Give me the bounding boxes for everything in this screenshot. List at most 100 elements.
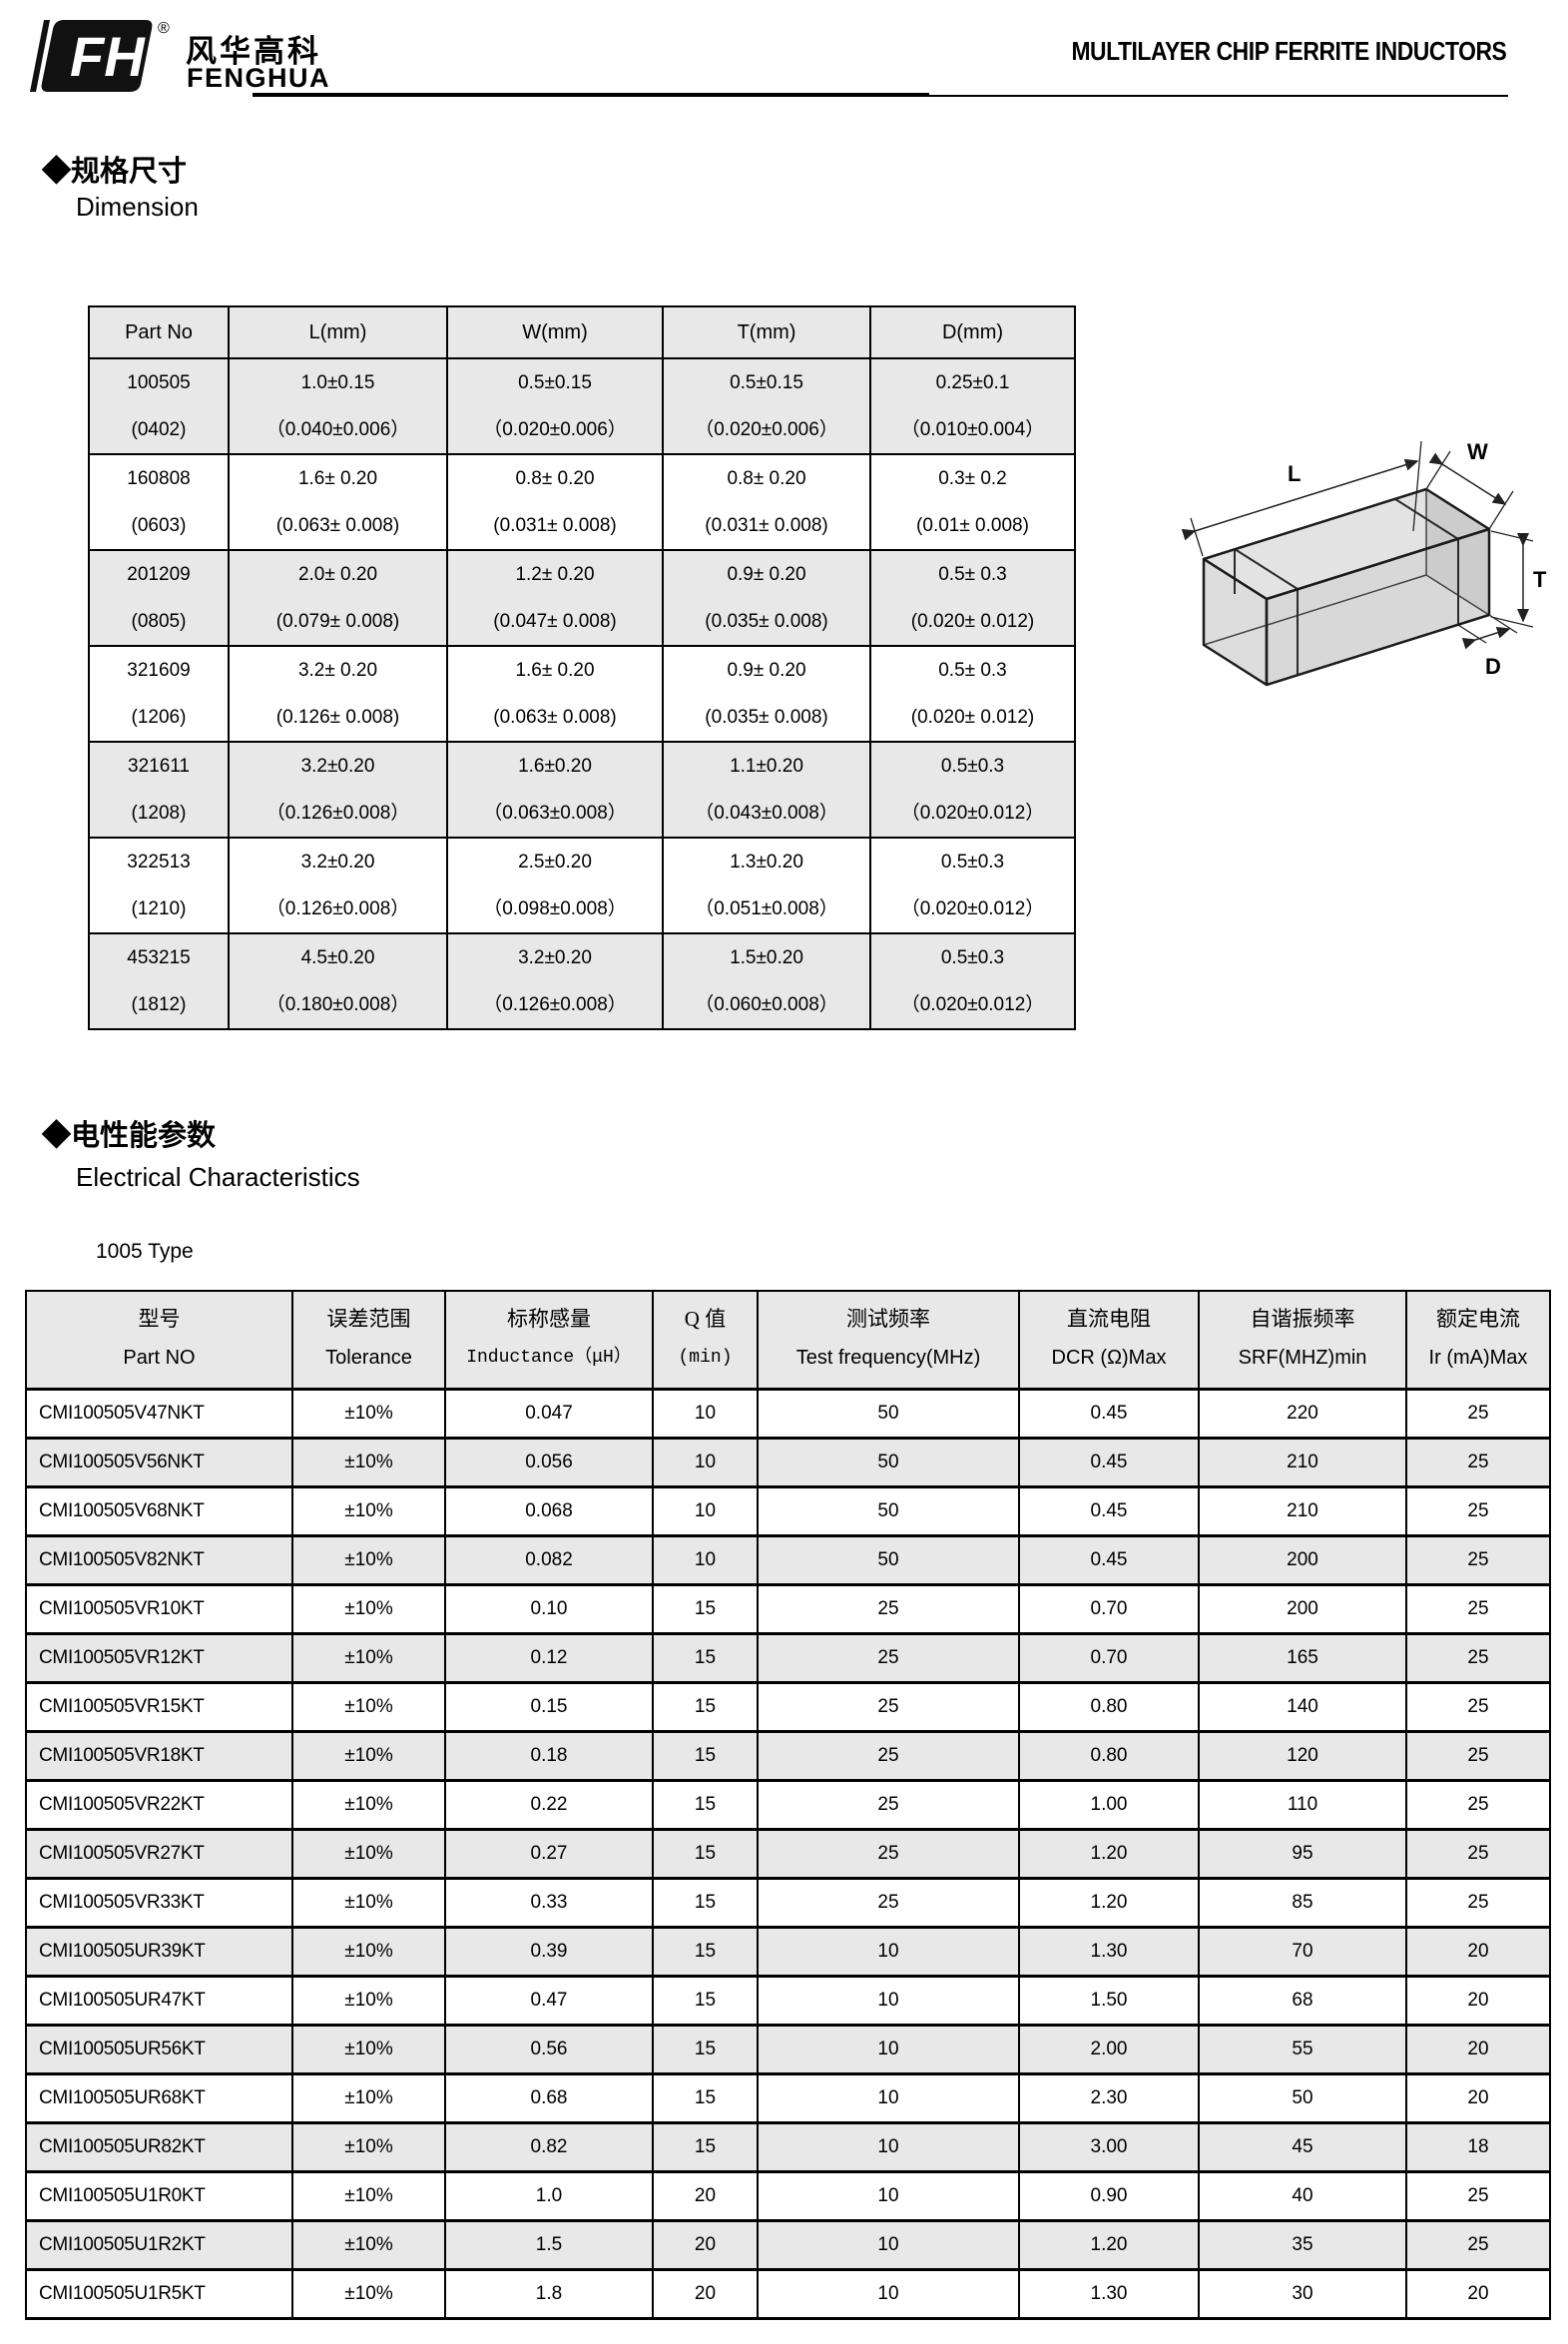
electrical-value-cell: 50 <box>757 1388 1020 1440</box>
dimension-mm-value: 0.25±0.1 <box>935 372 1010 393</box>
electrical-value-cell: 0.68 <box>444 2072 654 2124</box>
dimension-mm-value: 3.2±0.20 <box>518 947 592 968</box>
electrical-value-cell: 0.056 <box>444 1437 654 1488</box>
electrical-value-cell: 10 <box>757 2170 1020 2222</box>
electrical-value-cell: 0.33 <box>444 1877 654 1929</box>
size-code-value: (0805) <box>131 611 187 632</box>
electrical-value-cell: 25 <box>1405 1583 1551 1635</box>
electrical-value-cell: 15 <box>652 1975 759 2027</box>
dimension-inch-value: (0.020± 0.012) <box>910 611 1035 632</box>
electrical-value-cell: 1.20 <box>1018 1877 1200 1929</box>
dimension-heading-en: Dimension <box>76 192 199 222</box>
dimension-row-322513: 322513 (1210) 3.2±0.20 （0.126±0.008） 2.5±0.2… <box>88 837 1076 934</box>
electrical-row-CMI100505UR39KT: CMI100505UR39KT ±10% 0.39 15 10 1.30 70 20 <box>25 1926 1551 1978</box>
electrical-value-cell: 210 <box>1198 1437 1407 1488</box>
electrical-value-cell: 0.80 <box>1018 1681 1200 1733</box>
electrical-value-cell: 2.00 <box>1018 2024 1200 2075</box>
electrical-value-cell: 25 <box>1405 1632 1551 1684</box>
electrical-row-CMI100505VR10KT: CMI100505VR10KT ±10% 0.10 15 25 0.70 200 25 <box>25 1583 1551 1635</box>
electrical-value-cell: ±10% <box>291 2170 446 2222</box>
dimension-mm-value: 1.3±0.20 <box>730 852 803 873</box>
dimension-mm-value: 0.5±0.3 <box>940 852 1005 873</box>
electrical-col-header-5: 直流电阻 DCR (Ω)Max <box>1018 1290 1200 1391</box>
part-number-cell: CMI100505V68NKT <box>25 1485 293 1537</box>
part-number-cell: CMI100505VR10KT <box>25 1583 293 1635</box>
electrical-row-CMI100505V68NKT: CMI100505V68NKT ±10% 0.068 10 50 0.45 210 25 <box>25 1485 1551 1537</box>
dimension-col-header-0: Part No <box>88 305 230 359</box>
dimension-cell: 1.6± 0.20 (0.063± 0.008) <box>228 453 448 551</box>
electrical-row-CMI100505UR56KT: CMI100505UR56KT ±10% 0.56 15 10 2.00 55 20 <box>25 2024 1551 2075</box>
dimension-mm-value: 1.5±0.20 <box>730 947 803 968</box>
dimension-cell: 0.8± 0.20 (0.031± 0.008) <box>446 453 664 551</box>
part-number-cell: CMI100505VR27KT <box>25 1828 293 1880</box>
col-header-en: DCR (Ω)Max <box>1051 1347 1167 1369</box>
part-number-cell: CMI100505VR33KT <box>25 1877 293 1929</box>
electrical-value-cell: ±10% <box>291 2121 446 2173</box>
brand-name-chinese: 风华高科 <box>186 34 321 69</box>
electrical-value-cell: 25 <box>1405 1485 1551 1537</box>
type-label: 1005 Type <box>96 1240 194 1263</box>
electrical-table-body: CMI100505V47NKT ±10% 0.047 10 50 0.45 220 25 CMI… <box>25 1388 1551 2320</box>
electrical-col-header-1: 误差范围 Tolerance <box>291 1290 446 1391</box>
electrical-value-cell: 200 <box>1198 1534 1407 1586</box>
electrical-value-cell: ±10% <box>291 1485 446 1537</box>
dimension-part-no: 100505 (0402) <box>88 357 230 455</box>
part-number-cell: CMI100505U1R0KT <box>25 2170 293 2222</box>
electrical-row-CMI100505U1R2KT: CMI100505U1R2KT ±10% 1.5 20 10 1.20 35 25 <box>25 2219 1551 2271</box>
dimension-inch-value: （0.040±0.006） <box>265 419 410 440</box>
dimension-mm-value: 0.8± 0.20 <box>727 468 806 489</box>
electrical-value-cell: 25 <box>1405 1730 1551 1782</box>
part-no-value: 100505 <box>127 372 191 393</box>
electrical-value-cell: ±10% <box>291 1632 446 1684</box>
electrical-value-cell: 95 <box>1198 1828 1407 1880</box>
part-no-value: 322513 <box>127 852 191 873</box>
electrical-value-cell: 10 <box>757 2121 1020 2173</box>
dimension-mm-value: 1.0±0.15 <box>300 372 375 393</box>
electrical-col-header-0: 型号 Part NO <box>25 1290 293 1391</box>
electrical-value-cell: 10 <box>652 1437 759 1488</box>
part-number-cell: CMI100505VR18KT <box>25 1730 293 1782</box>
electrical-value-cell: 0.27 <box>444 1828 654 1880</box>
electrical-col-header-6: 自谐振频率 SRF(MHZ)min <box>1198 1290 1407 1391</box>
dimension-part-no: 160808 (0603) <box>88 453 230 551</box>
electrical-value-cell: 1.5 <box>444 2219 654 2271</box>
electrical-value-cell: 10 <box>757 2219 1020 2271</box>
electrical-value-cell: 15 <box>652 1681 759 1733</box>
electrical-value-cell: 25 <box>1405 2219 1551 2271</box>
dimension-inch-value: （0.126±0.008） <box>265 898 410 919</box>
electrical-value-cell: 25 <box>1405 1779 1551 1831</box>
electrical-value-cell: 1.50 <box>1018 1975 1200 2027</box>
dimension-mm-value: 1.1±0.20 <box>730 756 803 777</box>
electrical-value-cell: ±10% <box>291 1388 446 1440</box>
dimension-inch-value: (0.020± 0.012) <box>910 707 1035 728</box>
dimension-mm-value: 0.5±0.15 <box>730 372 803 393</box>
electrical-value-cell: 40 <box>1198 2170 1407 2222</box>
electrical-value-cell: 50 <box>757 1485 1020 1537</box>
electrical-value-cell: 0.45 <box>1018 1534 1200 1586</box>
dimension-row-160808: 160808 (0603) 1.6± 0.20 (0.063± 0.008) 0.8± … <box>88 453 1076 551</box>
electrical-value-cell: 25 <box>757 1583 1020 1635</box>
dimension-cell: 1.2± 0.20 (0.047± 0.008) <box>446 549 664 647</box>
dimension-col-header-3: T(mm) <box>662 305 871 359</box>
electrical-value-cell: 15 <box>652 1583 759 1635</box>
part-number-cell: CMI100505VR22KT <box>25 1779 293 1831</box>
electrical-value-cell: 0.70 <box>1018 1583 1200 1635</box>
electrical-value-cell: 15 <box>652 2072 759 2124</box>
electrical-value-cell: ±10% <box>291 1926 446 1978</box>
electrical-value-cell: 15 <box>652 1779 759 1831</box>
electrical-value-cell: 18 <box>1405 2121 1551 2173</box>
electrical-value-cell: 0.70 <box>1018 1632 1200 1684</box>
electrical-value-cell: 15 <box>652 2024 759 2075</box>
electrical-value-cell: 15 <box>652 2121 759 2173</box>
part-number-cell: CMI100505U1R5KT <box>25 2268 293 2320</box>
electrical-value-cell: 140 <box>1198 1681 1407 1733</box>
header-rule-thin <box>929 95 1508 97</box>
electrical-value-cell: 1.00 <box>1018 1779 1200 1831</box>
electrical-value-cell: 55 <box>1198 2024 1407 2075</box>
dimension-cell: 4.5±0.20 （0.180±0.008） <box>228 932 448 1030</box>
electrical-value-cell: 20 <box>652 2268 759 2320</box>
dimension-cell: 1.0±0.15 （0.040±0.006） <box>228 357 448 455</box>
electrical-value-cell: ±10% <box>291 2268 446 2320</box>
electrical-value-cell: 0.56 <box>444 2024 654 2075</box>
dimension-mm-value: 3.2±0.20 <box>300 756 375 777</box>
